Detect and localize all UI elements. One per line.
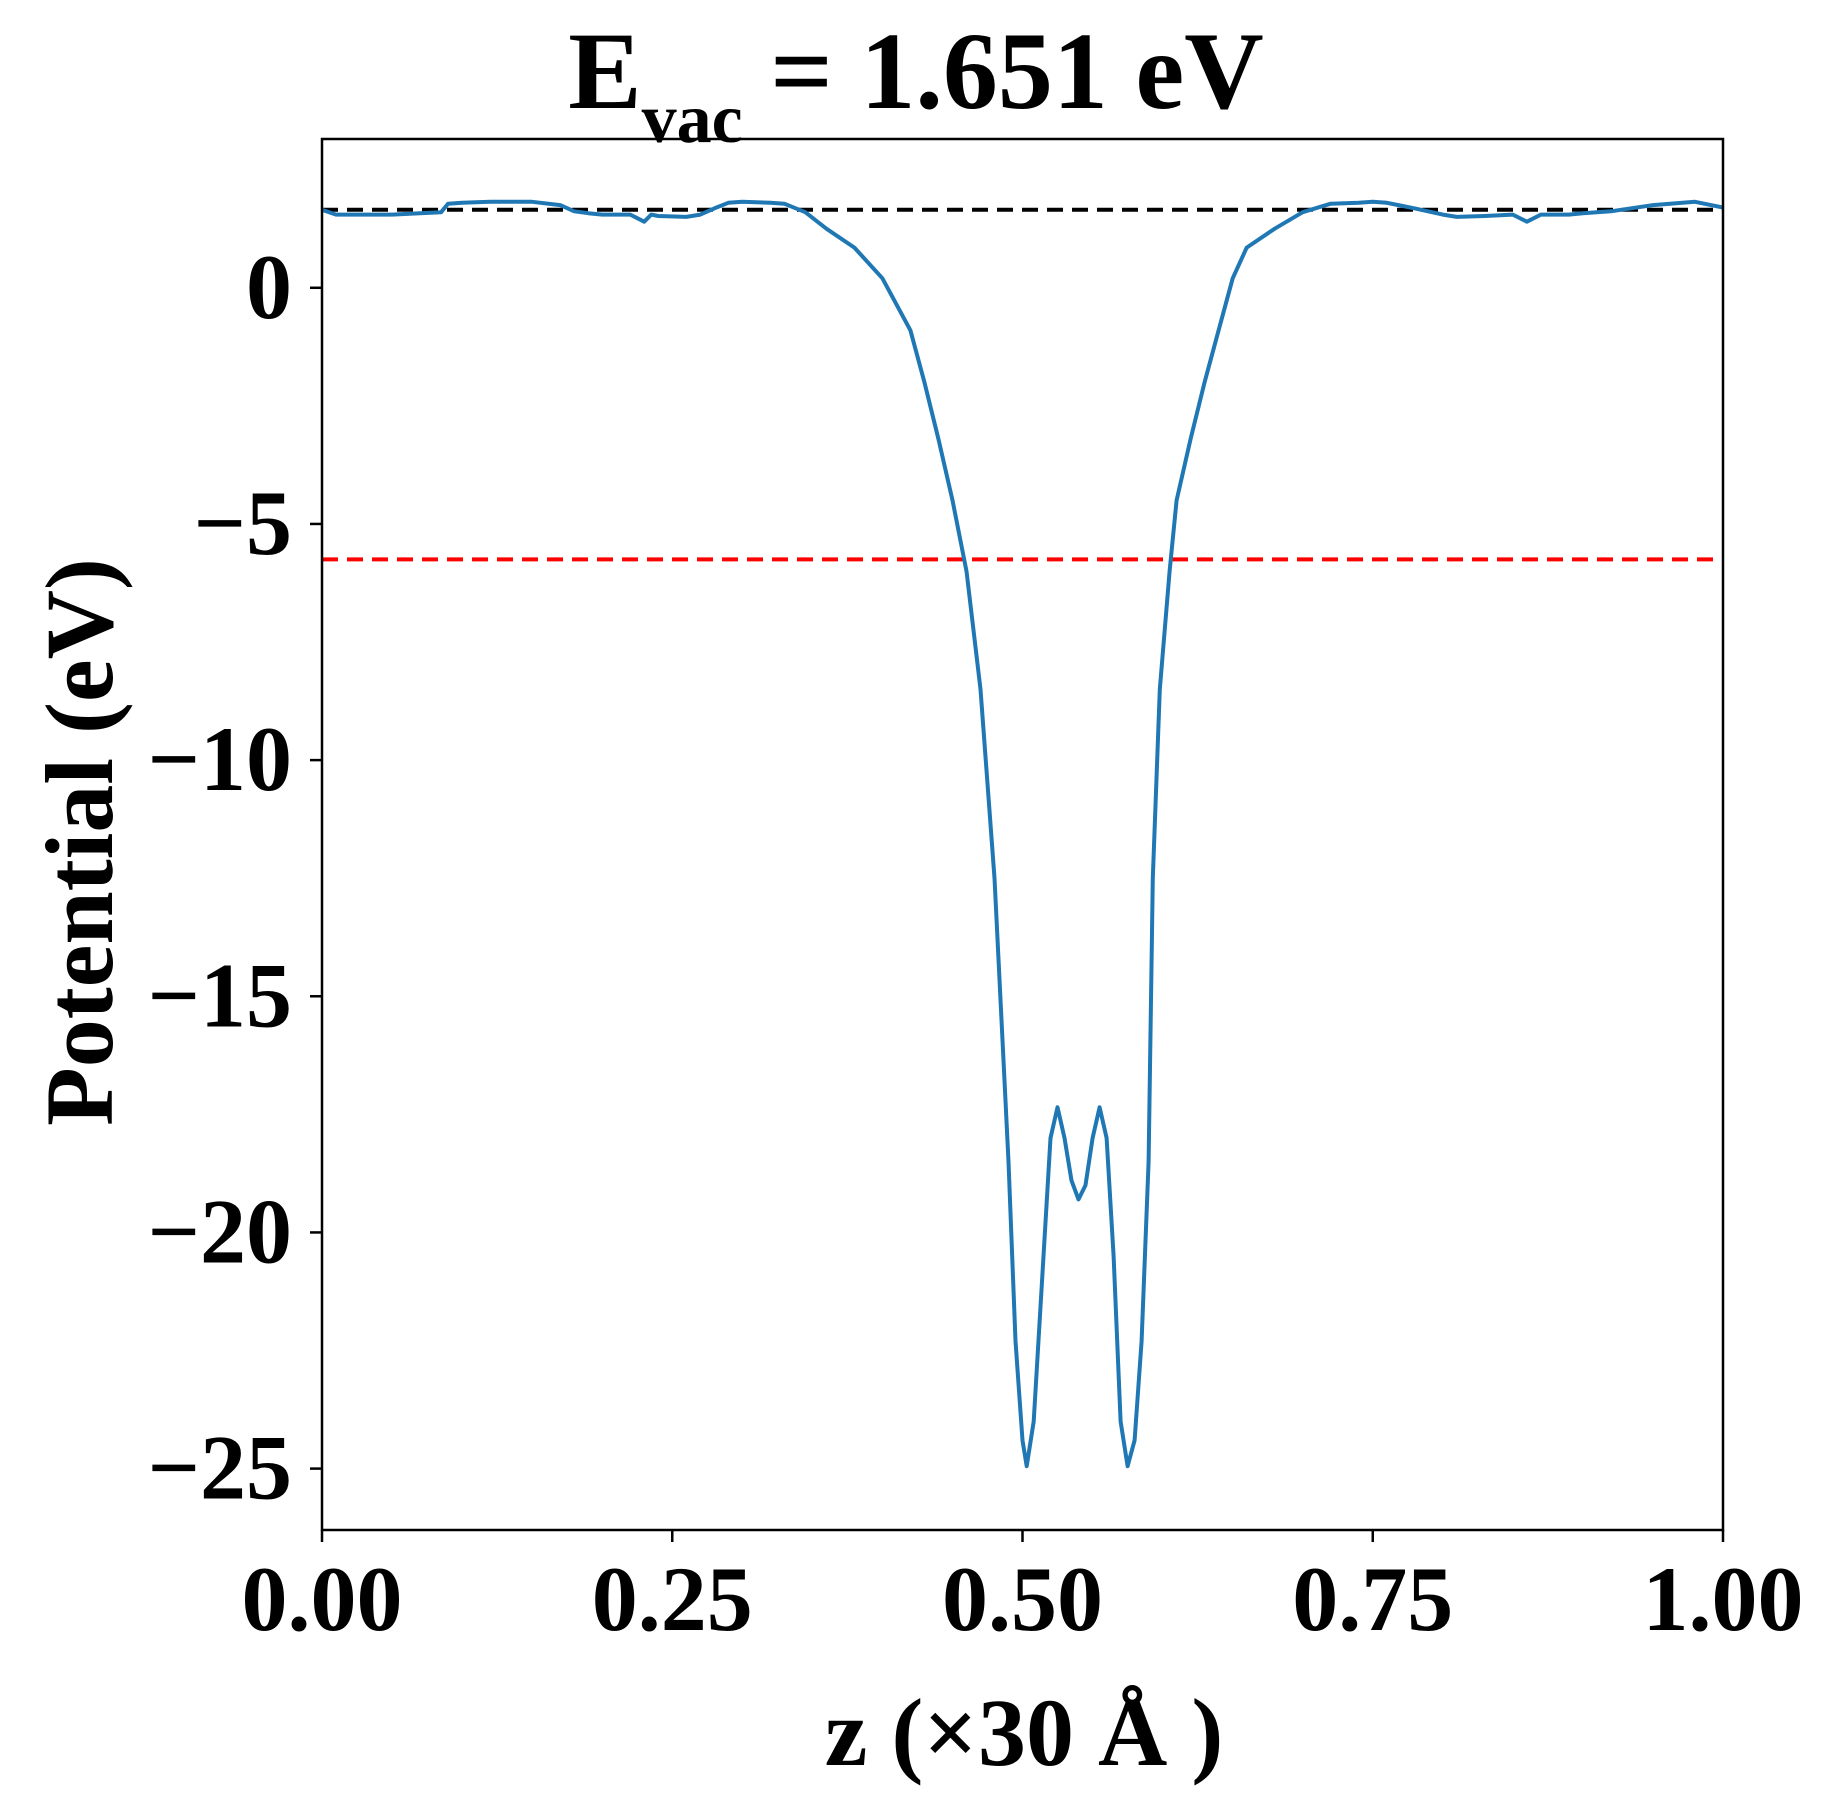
- y-tick-label: −15: [148, 944, 292, 1046]
- y-tick-label: 0: [246, 236, 292, 338]
- x-axis-ticks: 0.00 0.25 0.50 0.75 1.00: [242, 1530, 1804, 1650]
- x-axis-label: z (×30 Å ): [825, 1679, 1224, 1786]
- y-tick-label: −25: [148, 1417, 292, 1519]
- x-tick-label: 0.25: [592, 1548, 753, 1650]
- y-tick-label: −10: [148, 708, 292, 810]
- y-tick-label: −5: [194, 472, 292, 574]
- x-tick-label: 0.75: [1292, 1548, 1453, 1650]
- title-symbol: E: [568, 10, 641, 132]
- y-tick-label: −20: [148, 1180, 292, 1282]
- axes-frame: [320, 137, 1725, 1532]
- x-tick-label: 1.00: [1643, 1548, 1804, 1650]
- plot-area: [322, 199, 1723, 1469]
- chart-title: Evac = 1.651 eV: [568, 10, 1263, 158]
- potential-series-line: [322, 199, 1723, 1469]
- x-tick-label: 0.00: [242, 1548, 403, 1650]
- y-axis-label: Potential (eV): [26, 558, 133, 1126]
- y-axis-ticks: 0 −5 −10 −15 −20 −25: [148, 236, 322, 1519]
- x-tick-label: 0.50: [942, 1548, 1103, 1650]
- title-rest: = 1.651 eV: [743, 10, 1264, 132]
- title-subscript: vac: [642, 81, 743, 158]
